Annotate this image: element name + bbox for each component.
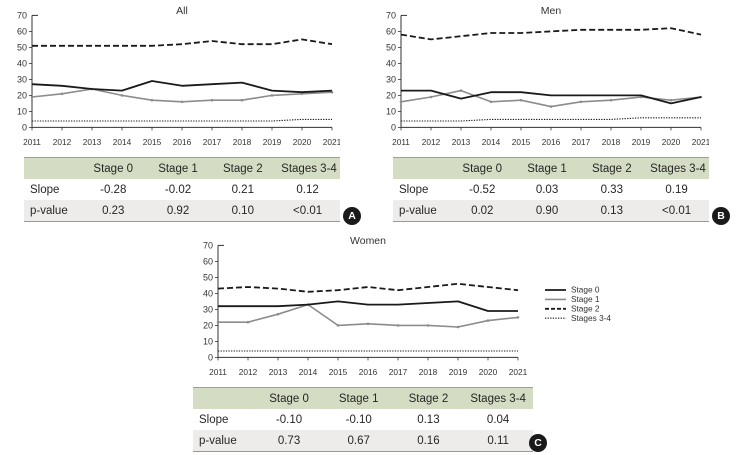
svg-text:2016: 2016 (542, 137, 561, 147)
svg-text:2012: 2012 (422, 137, 441, 147)
svg-text:2015: 2015 (329, 367, 348, 377)
svg-text:60: 60 (17, 26, 27, 36)
svg-text:2017: 2017 (572, 137, 591, 147)
svg-text:50: 50 (203, 272, 213, 282)
svg-text:10: 10 (203, 336, 213, 346)
svg-text:10: 10 (386, 106, 396, 116)
svg-text:2021: 2021 (323, 137, 340, 147)
svg-text:2014: 2014 (113, 137, 132, 147)
svg-text:2020: 2020 (662, 137, 681, 147)
svg-text:70: 70 (17, 10, 27, 20)
svg-text:20: 20 (17, 90, 27, 100)
svg-text:0: 0 (391, 122, 396, 132)
svg-text:Women: Women (350, 236, 386, 247)
svg-text:60: 60 (386, 26, 396, 36)
svg-text:All: All (176, 6, 188, 17)
svg-text:2019: 2019 (449, 367, 468, 377)
svg-text:2015: 2015 (512, 137, 531, 147)
svg-text:2018: 2018 (233, 137, 252, 147)
svg-text:70: 70 (386, 10, 396, 20)
svg-text:2019: 2019 (632, 137, 651, 147)
svg-text:60: 60 (203, 256, 213, 266)
svg-text:2011: 2011 (209, 367, 227, 377)
svg-text:2014: 2014 (482, 137, 501, 147)
svg-text:2011: 2011 (392, 137, 410, 147)
svg-text:20: 20 (386, 90, 396, 100)
svg-text:2011: 2011 (23, 137, 41, 147)
svg-text:2018: 2018 (602, 137, 621, 147)
svg-text:50: 50 (386, 42, 396, 52)
svg-text:70: 70 (203, 240, 213, 250)
svg-text:2013: 2013 (83, 137, 102, 147)
svg-text:30: 30 (386, 74, 396, 84)
svg-text:40: 40 (203, 288, 213, 298)
svg-text:2012: 2012 (239, 367, 258, 377)
svg-text:2013: 2013 (269, 367, 288, 377)
svg-text:2013: 2013 (452, 137, 471, 147)
svg-text:2021: 2021 (509, 367, 528, 377)
svg-text:50: 50 (17, 42, 27, 52)
svg-text:40: 40 (17, 58, 27, 68)
svg-text:Men: Men (541, 6, 562, 17)
svg-text:2016: 2016 (173, 137, 192, 147)
svg-text:40: 40 (386, 58, 396, 68)
svg-text:2017: 2017 (389, 367, 408, 377)
svg-text:0: 0 (208, 352, 213, 362)
svg-text:30: 30 (203, 304, 213, 314)
svg-text:0: 0 (22, 122, 27, 132)
svg-text:2020: 2020 (293, 137, 312, 147)
svg-text:2019: 2019 (263, 137, 282, 147)
svg-text:2021: 2021 (692, 137, 709, 147)
svg-text:30: 30 (17, 74, 27, 84)
svg-text:2012: 2012 (53, 137, 72, 147)
svg-text:2020: 2020 (479, 367, 498, 377)
svg-text:20: 20 (203, 320, 213, 330)
svg-text:2015: 2015 (143, 137, 162, 147)
svg-text:2017: 2017 (203, 137, 222, 147)
svg-text:10: 10 (17, 106, 27, 116)
svg-text:2014: 2014 (299, 367, 318, 377)
svg-text:2016: 2016 (359, 367, 378, 377)
svg-text:Stages 3-4: Stages 3-4 (571, 313, 611, 323)
svg-text:2018: 2018 (419, 367, 438, 377)
